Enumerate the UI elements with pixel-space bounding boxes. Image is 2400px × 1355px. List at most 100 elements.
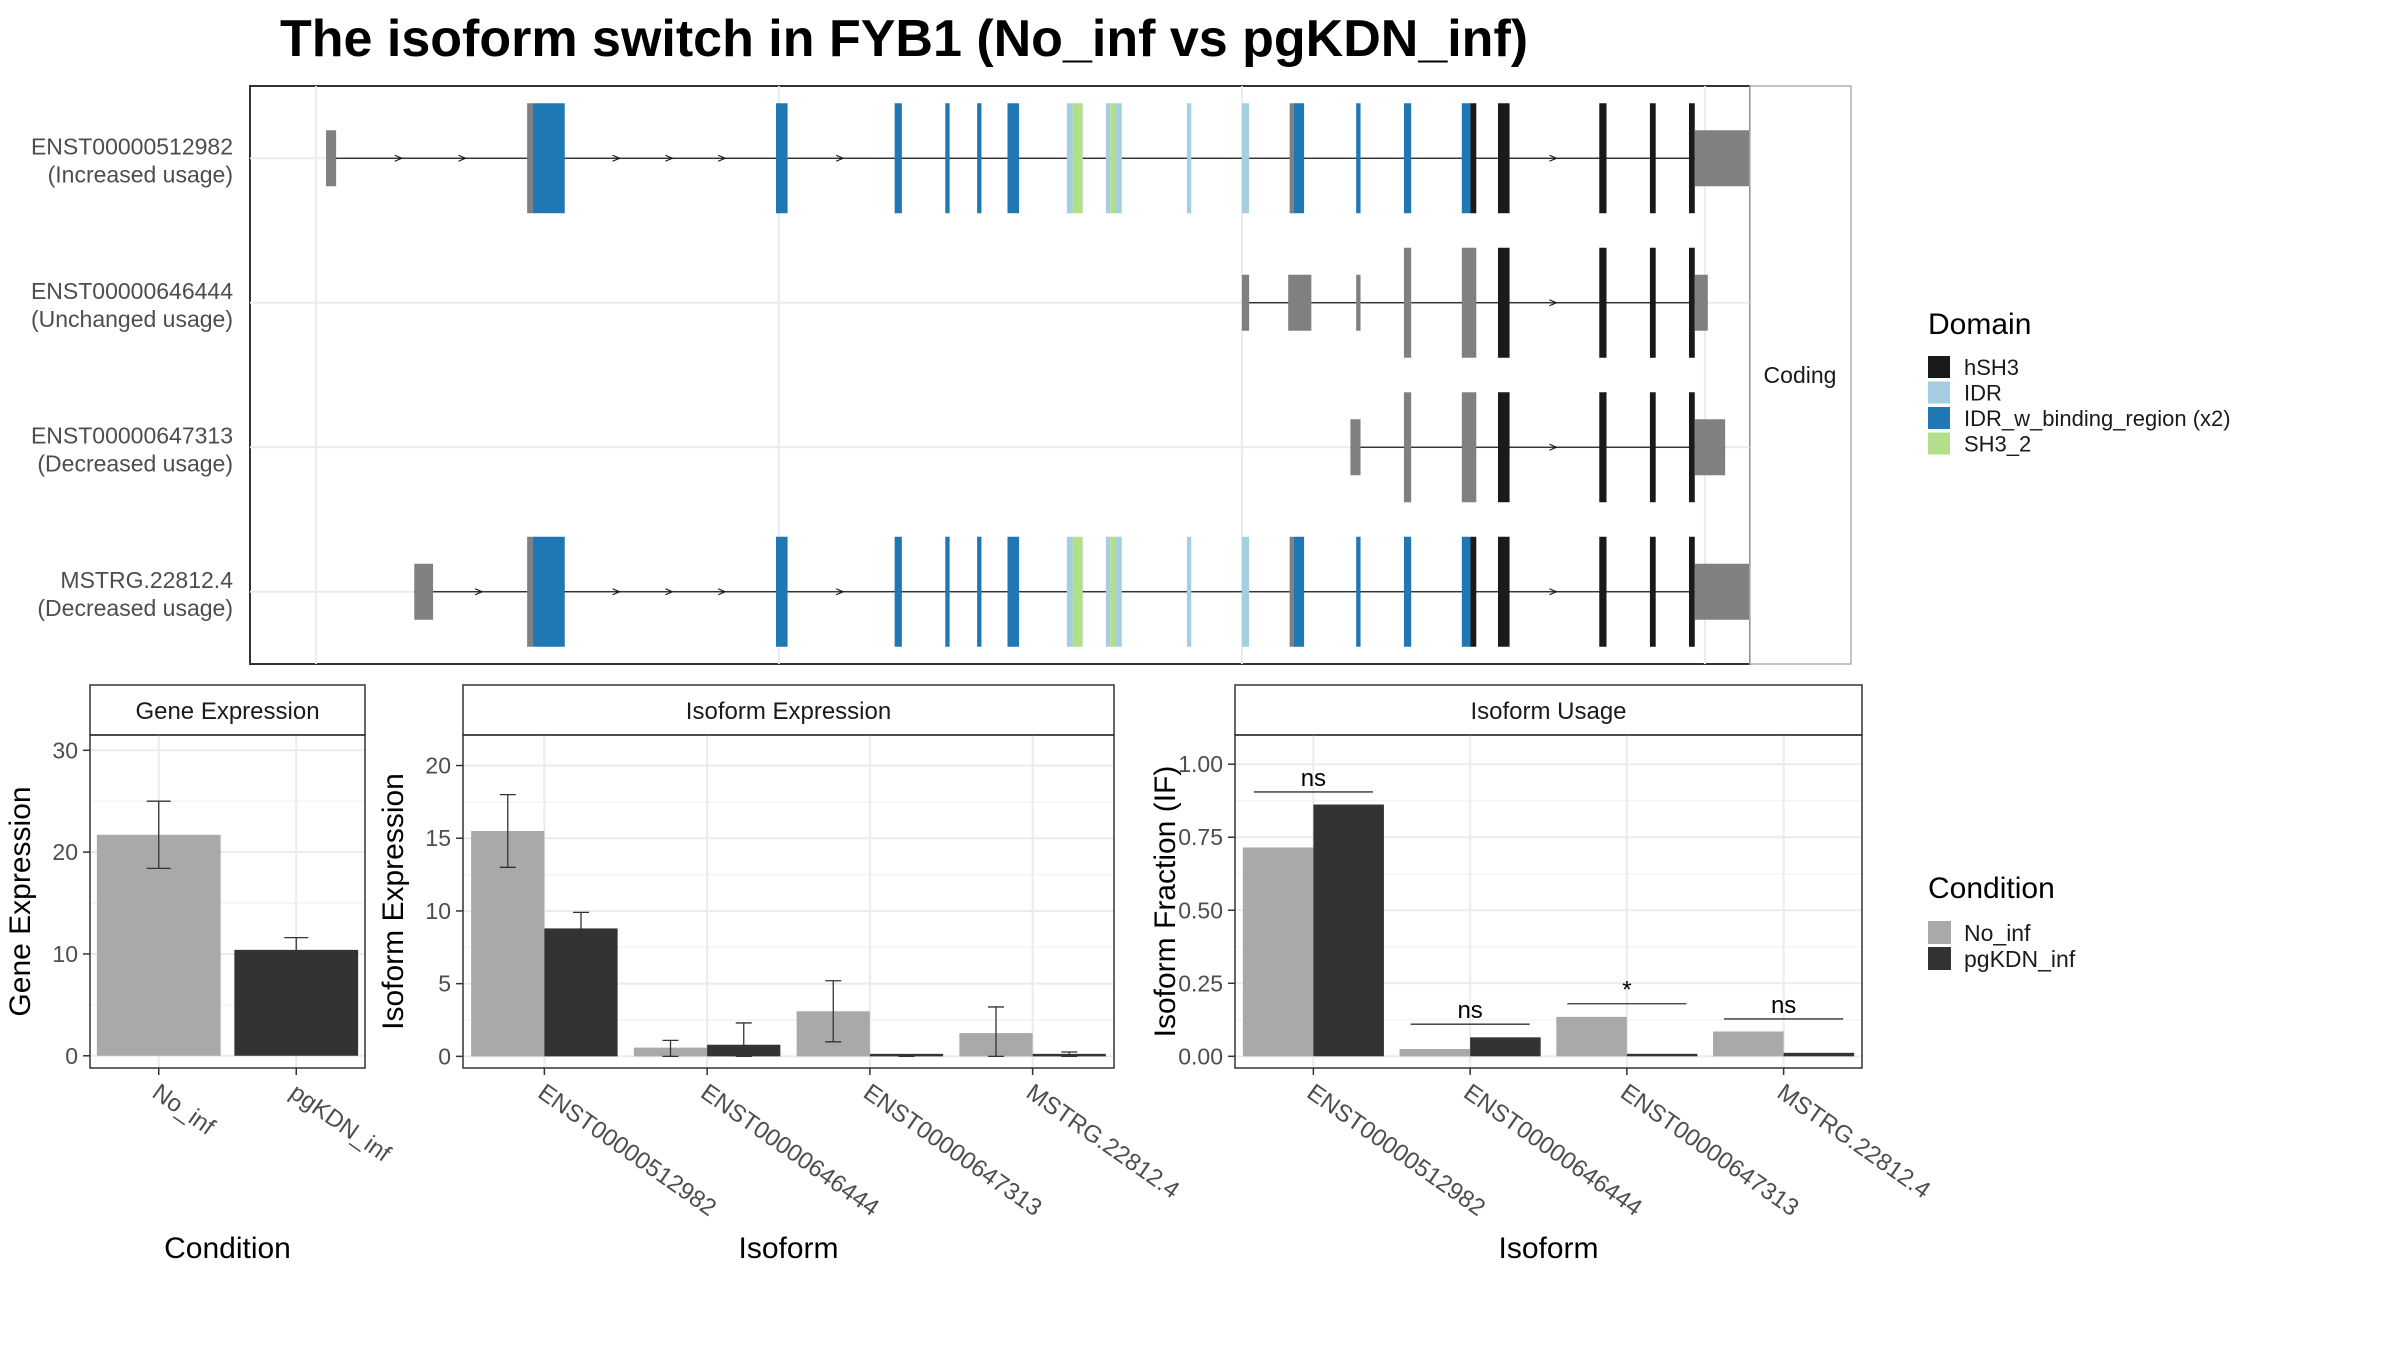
exon bbox=[1694, 419, 1726, 476]
exon bbox=[527, 536, 533, 647]
exon bbox=[1241, 103, 1250, 214]
isoform-usage-bar bbox=[1713, 1031, 1784, 1057]
gene-expression-panel: Gene Expression 0 10 20 30 No_inf pgKDN_inf Con… bbox=[4, 684, 396, 1265]
exon bbox=[1403, 247, 1412, 358]
structure-facet-strip bbox=[1749, 85, 1852, 665]
exon bbox=[1293, 536, 1305, 647]
intron-arrow bbox=[835, 588, 845, 596]
isoform-id-label: ENST00000646444 bbox=[31, 278, 233, 304]
exon bbox=[1688, 247, 1695, 358]
isoform-id-label: ENST00000647313 bbox=[31, 422, 233, 448]
exon bbox=[1007, 536, 1020, 647]
gene-expression-xlabel: Condition bbox=[164, 1232, 291, 1265]
isoform-expression-xtick-label: ENST00000647313 bbox=[858, 1079, 1046, 1222]
exon bbox=[1694, 274, 1708, 331]
isoform-usage-significance-label: ns bbox=[1771, 992, 1796, 1019]
condition-legend-title: Condition bbox=[1928, 872, 2055, 905]
exon bbox=[1356, 274, 1361, 331]
isoform-usage-strip bbox=[1234, 684, 1863, 736]
intron-arrow bbox=[612, 588, 622, 596]
exon bbox=[1649, 103, 1656, 214]
exon bbox=[1497, 103, 1510, 214]
structure-panel-background bbox=[249, 85, 1751, 665]
isoform-id-label: ENST00000512982 bbox=[31, 133, 233, 159]
exon bbox=[1288, 274, 1312, 331]
exon bbox=[1356, 103, 1361, 214]
exon bbox=[1688, 103, 1695, 214]
isoform-track: ENST00000647313(Decreased usage) bbox=[31, 392, 1726, 503]
isoform-usage-label: (Unchanged usage) bbox=[31, 306, 233, 332]
exon bbox=[1066, 103, 1073, 214]
exon bbox=[1461, 536, 1471, 647]
exon bbox=[1461, 247, 1477, 358]
isoform-usage-border bbox=[1234, 734, 1863, 1069]
isoform-track: ENST00000646444(Unchanged usage) bbox=[31, 247, 1708, 358]
exon bbox=[1497, 392, 1510, 503]
figure-title: The isoform switch in FYB1 (No_inf vs pg… bbox=[280, 10, 1528, 68]
domain-legend-label: SH3_2 bbox=[1964, 432, 2031, 457]
isoform-usage-bar bbox=[1399, 1049, 1471, 1057]
exon bbox=[1066, 536, 1073, 647]
isoform-expression-bar bbox=[471, 830, 545, 1057]
intron-arrow bbox=[717, 588, 727, 596]
isoform-usage-significance-label: ns bbox=[1457, 997, 1482, 1024]
exon bbox=[1599, 536, 1607, 647]
gene-expression-title: Gene Expression bbox=[135, 698, 319, 725]
intron-arrow bbox=[1549, 443, 1558, 451]
exon bbox=[775, 536, 788, 647]
domain-legend-key bbox=[1928, 381, 1950, 404]
condition-legend-key bbox=[1928, 947, 1951, 970]
isoform-usage-ytick-label: 0.75 bbox=[1178, 824, 1223, 850]
condition-legend-label: No_inf bbox=[1964, 920, 2031, 946]
isoform-usage-bar bbox=[1313, 804, 1384, 1057]
exon bbox=[977, 536, 982, 647]
isoform-expression-bar bbox=[869, 1053, 944, 1057]
domain-legend-label: hSH3 bbox=[1964, 355, 2019, 380]
isoform-usage-panel: Isoform Usage 0.00 0.25 0.50 0.75 1.00 ns ns * ns… bbox=[1149, 684, 1935, 1265]
exon bbox=[1186, 103, 1192, 214]
intron-arrow bbox=[1549, 588, 1558, 596]
isoform-expression-xtick-label: ENST00000646444 bbox=[696, 1079, 884, 1222]
intron-arrow bbox=[458, 154, 467, 162]
intron-arrow bbox=[394, 154, 404, 162]
exon bbox=[894, 103, 902, 214]
isoform-usage-significance-label: * bbox=[1622, 977, 1631, 1004]
condition-legend-key bbox=[1928, 921, 1951, 944]
exon bbox=[1350, 419, 1361, 476]
exon bbox=[775, 103, 788, 214]
exon bbox=[1470, 536, 1477, 647]
isoform-expression-ylabel: Isoform Expression bbox=[377, 773, 410, 1030]
intron-arrow bbox=[1549, 154, 1558, 162]
exon bbox=[1461, 103, 1471, 214]
isoform-expression-ytick-label: 5 bbox=[438, 971, 451, 997]
isoform-expression-title: Isoform Expression bbox=[686, 698, 891, 725]
intron-arrow bbox=[1549, 299, 1558, 307]
intron-arrow bbox=[665, 588, 674, 596]
exon bbox=[1688, 392, 1695, 503]
gene-expression-border bbox=[89, 734, 366, 1069]
domain-legend-label: IDR_w_binding_region (x2) bbox=[1964, 406, 2231, 431]
isoform-expression-ytick-label: 20 bbox=[425, 753, 451, 779]
exon bbox=[1649, 247, 1656, 358]
isoform-usage-ytick-label: 0.25 bbox=[1178, 970, 1223, 996]
intron-arrow bbox=[835, 154, 845, 162]
isoform-usage-ytick-label: 0.50 bbox=[1178, 897, 1223, 923]
exon bbox=[1116, 103, 1122, 214]
transcript-structure-panel: ENST00000512982(Increased usage)ENST0000… bbox=[31, 85, 1852, 665]
domain-legend-title: Domain bbox=[1928, 308, 2031, 341]
isoform-usage-significance-label: ns bbox=[1301, 765, 1326, 792]
gene-expression-ytick-label: 0 bbox=[65, 1043, 78, 1069]
exon bbox=[1072, 536, 1083, 647]
isoform-expression-border bbox=[462, 734, 1115, 1069]
exon bbox=[527, 103, 533, 214]
exon bbox=[1110, 536, 1117, 647]
exon bbox=[1241, 274, 1250, 331]
gene-expression-ylabel: Gene Expression bbox=[4, 786, 37, 1016]
intron-arrow bbox=[612, 154, 622, 162]
isoform-usage-bar bbox=[1470, 1037, 1541, 1057]
isoform-expression-xlabel: Isoform bbox=[738, 1232, 838, 1265]
structure-facet-label: Coding bbox=[1764, 362, 1837, 388]
